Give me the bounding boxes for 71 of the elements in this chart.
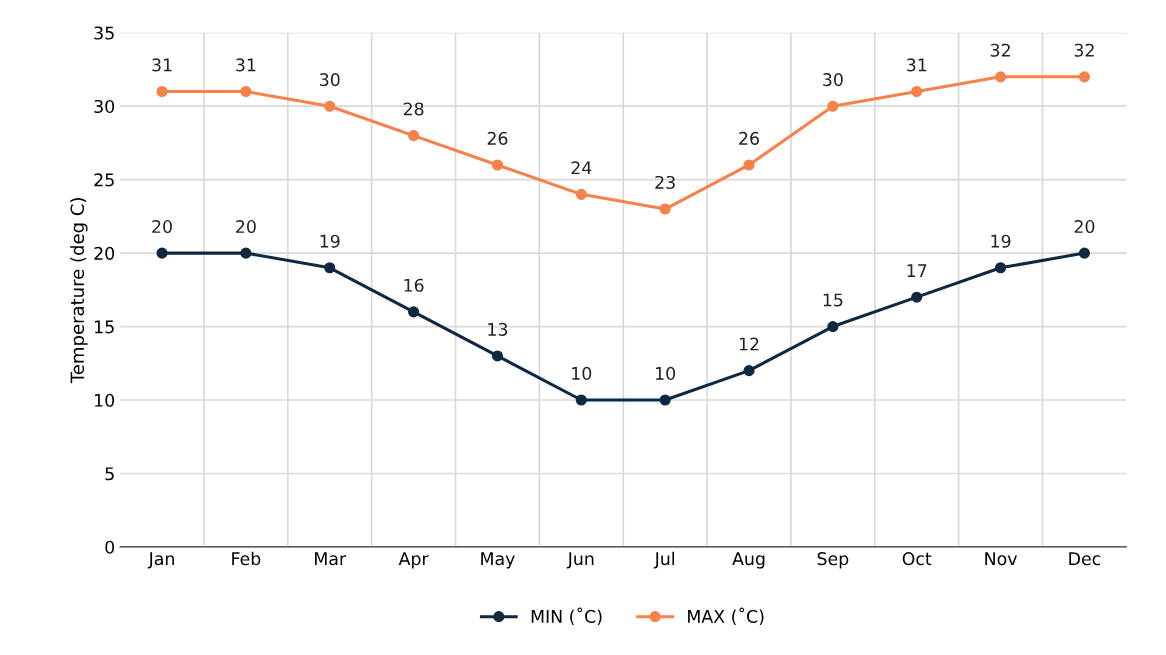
data-label: 31	[152, 58, 172, 72]
legend-label: MAX (˚C)	[688, 607, 764, 626]
y-tick-label: 20	[94, 246, 115, 260]
point	[995, 262, 1007, 274]
point	[324, 262, 336, 274]
data-label: 24	[571, 161, 592, 175]
point	[408, 306, 420, 318]
x-tick-label: Jun	[566, 552, 594, 569]
data-label: 20	[236, 219, 256, 234]
point	[156, 85, 168, 98]
data-label: 32	[1074, 43, 1094, 57]
y-tick-label: 30	[94, 99, 115, 114]
point	[575, 394, 587, 406]
point	[491, 159, 504, 171]
y-tick-label: 15	[95, 320, 114, 334]
data-label: 26	[739, 131, 759, 145]
point	[408, 130, 420, 142]
x-tick-label: Nov	[985, 552, 1017, 566]
x-tick-label: Mar	[315, 552, 347, 566]
data-label: 20	[152, 219, 172, 234]
data-label: 26	[487, 131, 508, 145]
x-tick-label: Apr	[398, 552, 429, 569]
data-label: 30	[823, 73, 843, 87]
data-label: 17	[907, 264, 927, 277]
y-tick-label: 5	[105, 467, 114, 481]
point	[827, 321, 839, 333]
x-tick-label: Oct	[902, 552, 932, 566]
data-label: 23	[655, 175, 675, 190]
data-label: 20	[1074, 219, 1095, 234]
point	[911, 85, 923, 98]
y-tick-label: 35	[94, 26, 114, 40]
data-label: 19	[320, 234, 340, 248]
x-tick-label: Feb	[232, 551, 261, 566]
data-label: 10	[572, 366, 592, 380]
x-tick-label: Aug	[732, 552, 765, 569]
data-label: 12	[739, 337, 759, 351]
point	[743, 159, 755, 171]
data-label: 28	[403, 102, 424, 116]
data-label: 19	[991, 234, 1011, 248]
point	[240, 247, 252, 259]
point	[1078, 247, 1090, 259]
point	[324, 100, 336, 112]
x-tick-label: Jul	[653, 551, 674, 569]
y-tick-label: 25	[94, 173, 114, 187]
point	[1078, 71, 1090, 83]
point	[911, 291, 923, 303]
x-tick-label: Sep	[817, 552, 849, 569]
y-tick-label: 10	[95, 393, 115, 407]
point	[659, 394, 671, 406]
data-label: 30	[320, 73, 340, 87]
point	[827, 100, 839, 112]
point	[491, 350, 504, 362]
point	[240, 85, 252, 98]
x-tick-label: Dec	[1069, 552, 1101, 566]
data-label: 10	[656, 366, 676, 380]
point	[743, 365, 755, 377]
point	[659, 203, 671, 215]
data-label: 31	[236, 58, 256, 72]
y-axis-title: Temperature (deg C)	[70, 198, 88, 384]
data-label: 15	[823, 293, 843, 307]
legend-label: MIN (˚C)	[531, 607, 602, 626]
data-label: 13	[488, 322, 508, 336]
point	[995, 71, 1007, 83]
y-tick-label: 0	[105, 540, 115, 554]
point	[575, 188, 587, 200]
x-tick-label: Jan	[147, 552, 174, 569]
x-tick-label: May	[481, 552, 515, 569]
data-label: 31	[907, 58, 927, 72]
data-label: 32	[990, 43, 1010, 57]
data-label: 16	[404, 278, 424, 292]
point	[156, 247, 168, 259]
